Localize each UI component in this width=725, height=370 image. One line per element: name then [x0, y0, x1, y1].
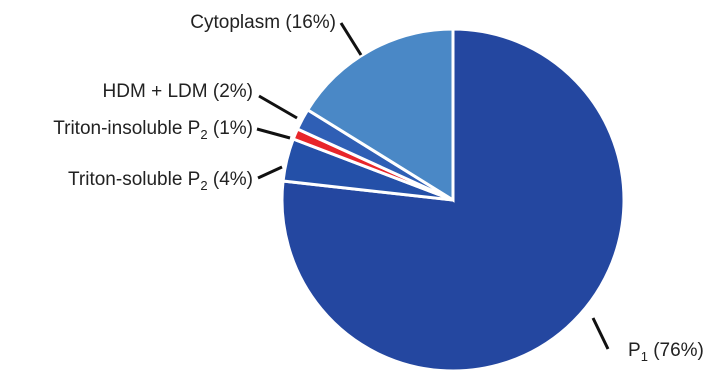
slice-labels: P1 (76%) Triton-soluble P2 (4%) Triton-i…: [53, 12, 704, 364]
label-cytoplasm: Cytoplasm (16%): [190, 12, 336, 33]
leader-line-triton-insoluble: [256, 127, 291, 140]
leader-line-triton-soluble: [257, 165, 283, 180]
label-triton-soluble: Triton-soluble P2 (4%): [68, 169, 253, 193]
label-p1: P1 (76%): [628, 340, 704, 364]
leader-line-p1: [591, 317, 610, 350]
pie-slice-4: [305, 27, 455, 203]
label-hdm-ldm: HDM + LDM (2%): [103, 81, 253, 102]
leader-line-hdm-ldm: [258, 94, 298, 120]
label-triton-insoluble: Triton-insoluble P2 (1%): [53, 118, 253, 142]
leader-lines: [256, 22, 610, 350]
pie-slices: [280, 27, 626, 370]
leader-line-cytoplasm: [339, 22, 363, 56]
